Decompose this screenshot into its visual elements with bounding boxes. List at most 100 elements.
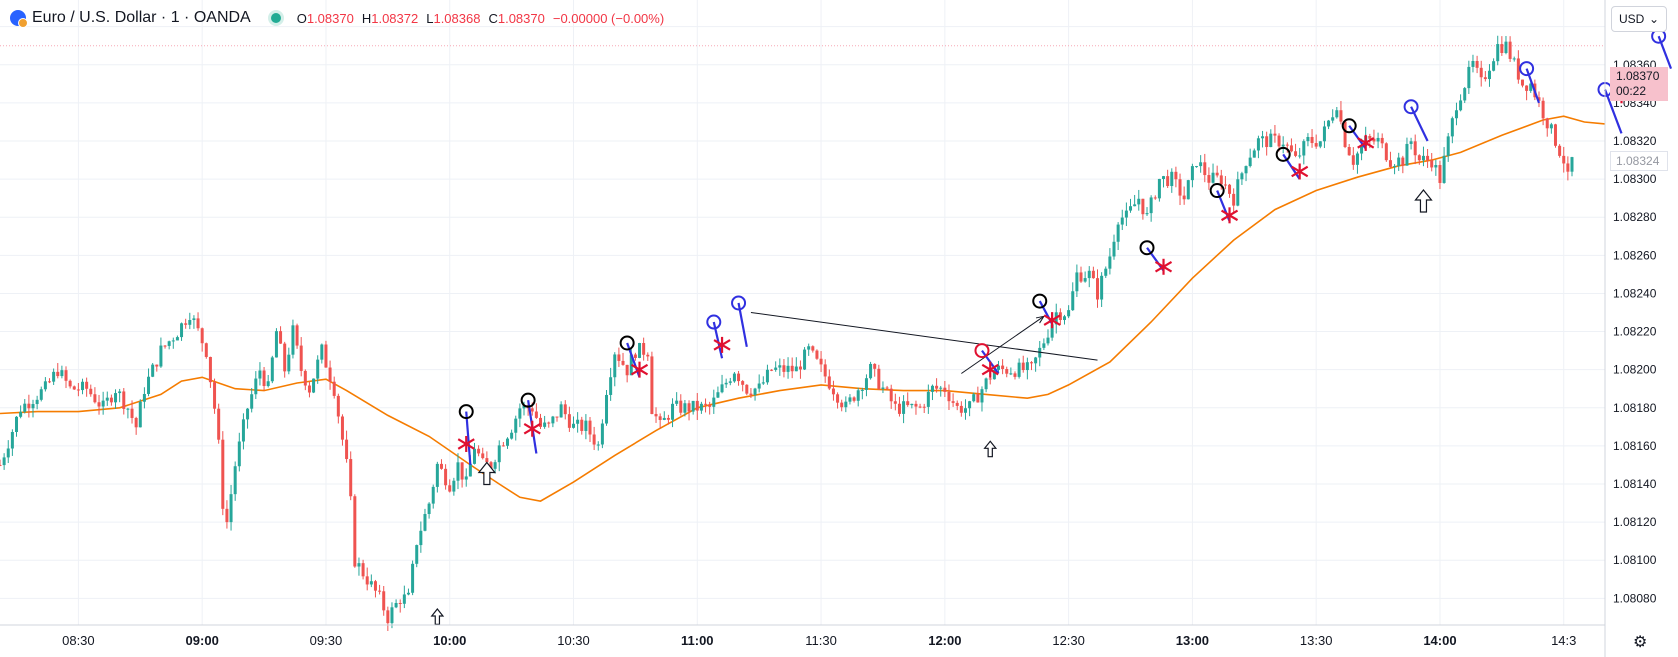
candle-body [1500, 44, 1504, 54]
candle-body [72, 386, 76, 390]
candle-body [704, 403, 708, 405]
candle-body [1277, 135, 1281, 147]
candle-body [1162, 176, 1166, 179]
candle-body [893, 401, 897, 404]
candle-body [6, 448, 10, 458]
candle-body [584, 420, 588, 431]
candle-body [258, 370, 262, 379]
candle-body [303, 370, 307, 386]
candle-body [468, 463, 472, 477]
candle-body [617, 354, 621, 361]
candle-body [1384, 143, 1388, 161]
candle-body [1434, 165, 1438, 168]
y-tick-label: 1.08180 [1613, 401, 1657, 415]
candle-body [1302, 141, 1306, 156]
up-arrow-marker-icon [477, 461, 497, 486]
settings-gear-icon[interactable]: ⚙ [1633, 634, 1648, 651]
candle-body [126, 408, 130, 410]
candle-body [1459, 100, 1463, 111]
candle-body [869, 363, 873, 379]
pin-circle-icon [1341, 118, 1357, 134]
candle-body [539, 417, 543, 427]
candle-body [860, 389, 864, 391]
candle-body [493, 462, 497, 469]
candle-body [881, 387, 885, 389]
candle-body [1001, 365, 1005, 370]
candle-body [1252, 150, 1256, 158]
candle-body [1025, 362, 1029, 371]
candle-body [563, 404, 567, 415]
candle-body [889, 388, 893, 402]
candle-body [1351, 155, 1355, 165]
candle-body [246, 408, 250, 420]
candle-body [968, 401, 972, 409]
candle-body [741, 381, 745, 385]
symbol-title[interactable]: Euro / U.S. Dollar · 1 · OANDA [32, 9, 251, 26]
candle-body [151, 364, 155, 377]
candle-body [716, 392, 720, 398]
candle-body [56, 371, 60, 377]
candle-body [1182, 195, 1186, 200]
currency-button[interactable]: USD ⌄ [1611, 6, 1667, 32]
candle-body [439, 463, 443, 469]
candle-body [1240, 173, 1244, 180]
candle-body [522, 405, 526, 409]
market-status-icon[interactable] [270, 13, 281, 23]
symbol-header: Euro / U.S. Dollar · 1 · OANDA O1.08370 … [10, 6, 664, 30]
candle-body [1372, 138, 1376, 142]
candle-body [1516, 58, 1520, 80]
candle-body [1393, 166, 1397, 168]
pin-stem [1525, 68, 1541, 104]
candle-body [31, 404, 35, 409]
low-value: 1.08368 [433, 10, 481, 26]
candle-body [708, 404, 712, 407]
candle-body [1335, 110, 1339, 118]
symbol-flag-icon [10, 10, 28, 28]
candle-body [188, 319, 192, 325]
high-value: 1.08372 [371, 10, 419, 26]
candle-body [1545, 118, 1549, 129]
y-tick-label: 1.08140 [1613, 477, 1657, 491]
candle-body [959, 405, 963, 413]
candle-body [897, 403, 901, 414]
candle-body [1496, 44, 1500, 62]
y-tick-label: 1.08080 [1613, 591, 1657, 605]
candle-body [130, 408, 134, 418]
candle-body [1211, 172, 1215, 183]
candle-body [163, 345, 167, 347]
candle-body [382, 591, 386, 611]
ohlc-values: O1.08370 H1.08372 L1.08368 C1.08370 −0.0… [297, 11, 664, 26]
candle-body [1062, 316, 1066, 321]
candle-body [1248, 157, 1252, 167]
candle-body [1529, 83, 1533, 91]
candle-body [1005, 369, 1009, 374]
moving-average-badge: 1.08324 [1610, 151, 1668, 171]
candle-body [811, 346, 815, 351]
candle-body [312, 378, 316, 393]
candle-body [819, 358, 823, 365]
candle-body [340, 416, 344, 440]
trend-line [750, 312, 1098, 361]
candle-body [1236, 179, 1240, 206]
candle-body [518, 408, 522, 419]
candle-body [749, 393, 753, 395]
candle-body [732, 373, 736, 382]
candle-body [662, 417, 666, 420]
candle-body [1388, 160, 1392, 167]
candle-body [976, 394, 980, 403]
candle-body [398, 602, 402, 604]
candle-body [1232, 193, 1236, 206]
candle-body [914, 403, 918, 407]
candle-body [27, 403, 31, 409]
candle-body [794, 366, 798, 372]
candle-body [1104, 268, 1108, 276]
candle-body [1034, 357, 1038, 364]
pin-circle-icon [458, 404, 474, 420]
candle-body [1331, 117, 1335, 121]
candle-body [992, 369, 996, 380]
x-tick-label: 08:30 [62, 633, 95, 648]
candle-body [464, 476, 468, 480]
candle-body [1310, 136, 1314, 144]
candle-body [1558, 145, 1562, 156]
